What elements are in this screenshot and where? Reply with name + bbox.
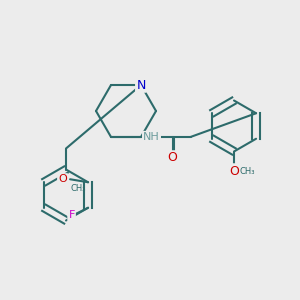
Text: O: O	[168, 152, 177, 164]
Text: O: O	[58, 174, 67, 184]
Text: CH₃: CH₃	[70, 184, 85, 193]
Text: NH: NH	[143, 132, 160, 142]
Text: O: O	[229, 164, 239, 178]
Text: CH₃: CH₃	[239, 167, 255, 176]
Text: F: F	[68, 210, 75, 220]
Text: N: N	[136, 79, 146, 92]
